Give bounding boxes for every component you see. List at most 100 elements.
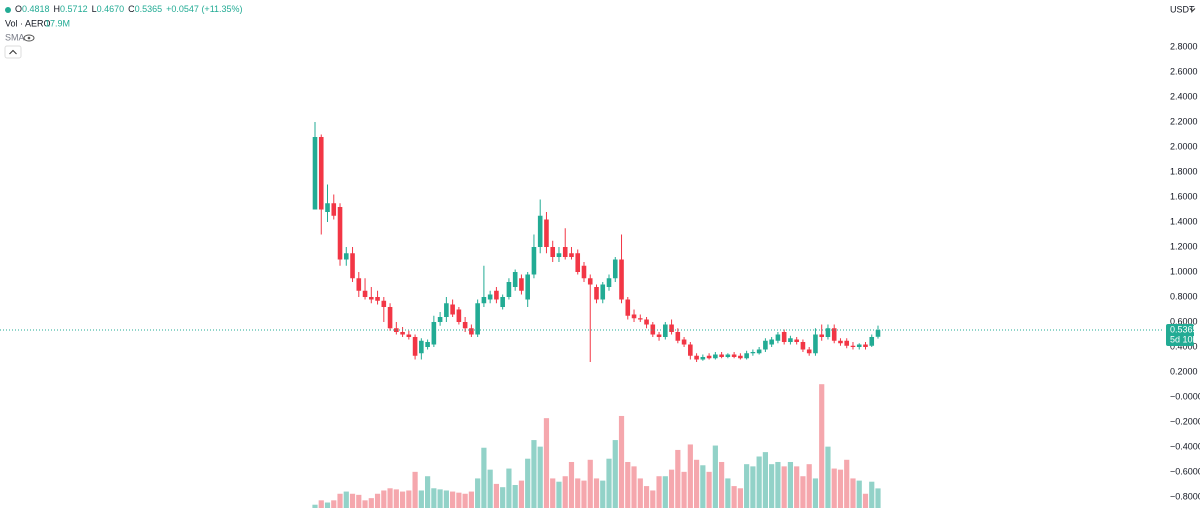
candle-body: [663, 324, 668, 337]
candle-body: [318, 137, 324, 210]
y-tick-label: 1.2000: [1170, 241, 1198, 251]
candle-body: [763, 340, 768, 350]
volume-bar: [343, 491, 349, 508]
candle-body: [400, 332, 405, 335]
volume-bar: [368, 498, 374, 508]
volume-bar: [531, 440, 537, 508]
volume-bar: [706, 471, 712, 508]
volume-bar: [869, 481, 875, 508]
volume-bar: [875, 488, 881, 508]
collapse-button[interactable]: [4, 45, 22, 59]
volume-bar: [837, 469, 844, 508]
volume-bar: [719, 461, 725, 508]
y-tick-label: 1.4000: [1170, 216, 1198, 226]
y-tick-label: −0.6000: [1170, 466, 1200, 476]
candle-body: [431, 322, 437, 345]
candle-body: [825, 328, 831, 337]
candle-body: [625, 299, 631, 316]
volume-bar: [381, 490, 387, 508]
candle-body: [831, 328, 837, 341]
y-tick-label: −0.4000: [1170, 441, 1200, 451]
candle-body: [575, 253, 581, 272]
volume-bar: [631, 466, 637, 508]
candle-body: [594, 287, 599, 300]
volume-bar: [862, 493, 869, 508]
candle-body: [437, 317, 443, 322]
countdown-label: 5d 10h: [1170, 334, 1198, 344]
y-tick-label: 2.2000: [1170, 116, 1198, 126]
volume-bar: [362, 500, 368, 508]
eye-icon[interactable]: [23, 34, 35, 42]
candle-body: [781, 332, 787, 342]
volume-bar: [593, 478, 600, 508]
volume-bar: [481, 447, 487, 508]
candle-body: [813, 334, 818, 354]
candle-body: [731, 354, 737, 357]
candle-body: [863, 344, 868, 347]
candle-body: [531, 247, 537, 275]
volume-bar: [681, 471, 687, 508]
volume-bar: [543, 418, 550, 508]
candle-body: [581, 265, 587, 279]
volume-bar: [856, 480, 862, 508]
candle-body: [556, 253, 562, 257]
volume-bar: [587, 459, 593, 508]
candle-body: [756, 349, 762, 354]
candle-body: [681, 339, 687, 345]
volume-bar: [606, 458, 612, 508]
volume-bar: [650, 490, 656, 508]
volume-bar: [700, 465, 706, 508]
legend-key: O: [15, 4, 22, 14]
volume-bar: [781, 466, 787, 508]
volume-bar: [775, 461, 781, 508]
candle-body: [519, 278, 524, 291]
volume-bar: [794, 466, 800, 508]
volume-bar: [431, 488, 437, 508]
candle-body: [337, 207, 343, 260]
volume-bar: [456, 492, 462, 508]
volume-bar: [756, 456, 762, 508]
candle-body: [325, 203, 330, 212]
volume-bar: [600, 480, 606, 508]
volume-bar: [643, 486, 650, 508]
volume-bar: [787, 461, 794, 508]
volume-bar: [750, 466, 756, 508]
currency[interactable]: USDT: [1170, 4, 1195, 14]
y-tick-label: 1.8000: [1170, 166, 1198, 176]
volume-bar: [675, 449, 681, 508]
y-tick-label: 2.8000: [1170, 41, 1198, 51]
candle-body: [875, 329, 881, 337]
legend-value: 0.5365: [135, 4, 163, 14]
volume-bar: [450, 491, 456, 508]
volume-bar: [618, 415, 625, 508]
volume-bar: [662, 476, 668, 508]
candle-body: [525, 274, 530, 300]
candle-body: [744, 353, 749, 359]
currency-dropdown[interactable]: [1189, 8, 1196, 12]
candle-body: [469, 328, 474, 335]
candle-body: [450, 304, 455, 315]
candle-body: [544, 219, 549, 247]
volume-bar: [374, 493, 381, 508]
volume-bar: [687, 444, 693, 508]
volume-bar: [525, 458, 531, 508]
y-tick-label: −0.2000: [1170, 416, 1200, 426]
candle-body: [794, 339, 799, 342]
candle-body: [856, 344, 862, 347]
candle-body: [481, 297, 487, 304]
y-tick-label: 1.0000: [1170, 266, 1198, 276]
candle-body: [675, 332, 681, 341]
candle-body: [606, 278, 612, 287]
candle-body: [506, 282, 512, 297]
volume-bar: [412, 471, 418, 508]
candle-body: [644, 319, 649, 325]
legend-value: 0.4818: [22, 4, 50, 14]
volume-bar: [725, 478, 731, 508]
volume-bar: [475, 478, 481, 508]
candle-body: [631, 314, 637, 319]
collapse-icon: [9, 49, 17, 55]
volume-bar: [637, 478, 643, 508]
price-label: 0.5365: [1170, 324, 1198, 334]
volume-bar: [625, 461, 631, 508]
